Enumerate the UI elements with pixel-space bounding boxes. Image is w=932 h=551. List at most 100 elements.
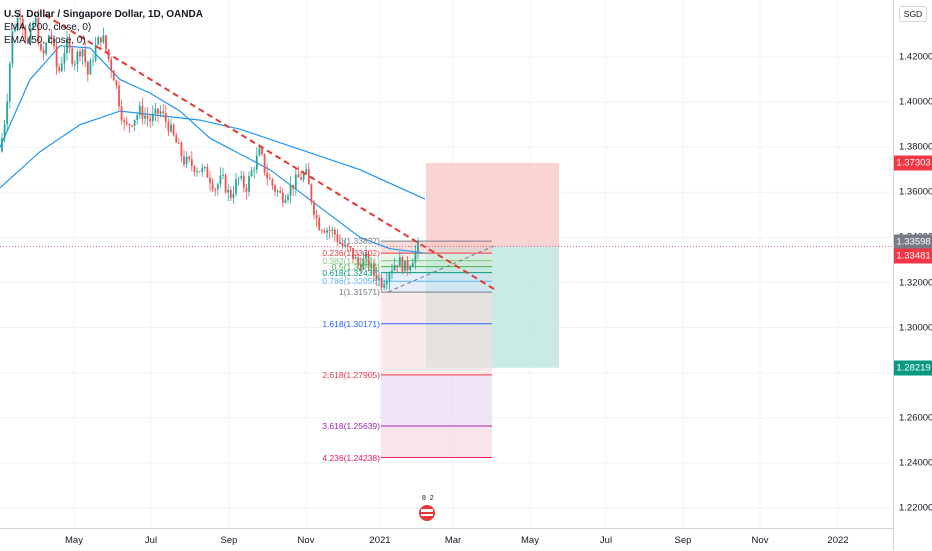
- candle-body: [94, 44, 97, 61]
- candle-body: [162, 111, 165, 114]
- fib-label: 0.382(1.32971): [322, 255, 380, 266]
- candle-body: [3, 124, 6, 139]
- candle-body: [1, 138, 3, 152]
- fib-label: 2.618(1.27905): [322, 369, 380, 380]
- fib-zone: [381, 281, 492, 293]
- candle-body: [99, 37, 102, 43]
- candle-body: [375, 274, 378, 281]
- time-scale[interactable]: May Jul Sep Nov 2021 Mar May Jul Sep Nov 2022: [0, 528, 893, 551]
- downtrend-line: [44, 14, 495, 290]
- candle-body: [86, 61, 89, 75]
- candle-body: [235, 179, 237, 194]
- price-tick-label: 1.38000: [899, 141, 932, 153]
- candle-body: [190, 159, 193, 167]
- price-chart[interactable]: [0, 0, 893, 528]
- candle-body: [206, 167, 209, 178]
- candle-body: [393, 265, 396, 271]
- candle-body: [294, 174, 297, 189]
- candle-body: [196, 171, 198, 173]
- candle-body: [6, 101, 9, 125]
- price-tick-label: 1.26000: [899, 412, 932, 424]
- candle-body: [339, 241, 341, 244]
- candle-body: [227, 189, 230, 193]
- candle-body: [349, 246, 352, 249]
- candle-body: [84, 49, 87, 62]
- candle-body: [118, 85, 120, 107]
- candle-body: [188, 156, 191, 160]
- candle-body: [180, 142, 183, 157]
- candle-body: [315, 214, 318, 219]
- ema200-legend[interactable]: EMA (200, close, 0): [4, 22, 92, 33]
- event-counts: 8 2: [422, 495, 434, 502]
- fib-zone: [381, 260, 492, 267]
- time-tick-label: 2022: [827, 535, 849, 546]
- price-tag: 1.33598: [894, 234, 932, 250]
- price-scale[interactable]: 1.420001.400001.380001.360001.340001.320…: [893, 0, 932, 550]
- candle-body: [21, 18, 24, 29]
- candle-body: [58, 67, 61, 71]
- candle-body: [346, 244, 349, 247]
- candle-body: [131, 125, 133, 127]
- candle-body: [8, 63, 11, 102]
- fib-label: 3.618(1.25639): [322, 420, 380, 431]
- candle-body: [40, 44, 42, 50]
- candle-body: [120, 106, 123, 121]
- candle-body: [385, 281, 388, 285]
- candle-body: [287, 195, 289, 200]
- fib-label: 0.786(1.32056): [322, 276, 380, 287]
- candle-body: [154, 108, 157, 114]
- candle-body: [66, 39, 68, 53]
- candle-body: [359, 264, 362, 270]
- candle-body: [11, 31, 14, 64]
- candle-body: [27, 38, 29, 44]
- fib-zone: [381, 374, 492, 426]
- candle-body: [219, 175, 222, 185]
- candle-body: [177, 142, 180, 144]
- candle-body: [112, 70, 115, 81]
- time-tick-label: Mar: [444, 535, 462, 546]
- candle-body: [365, 253, 367, 259]
- price-tick-label: 1.32000: [899, 277, 932, 288]
- currency-badge[interactable]: SGD: [899, 6, 927, 22]
- candle-body: [411, 262, 414, 268]
- events-flag-icon[interactable]: 8 2: [415, 495, 439, 522]
- candle-body: [300, 177, 302, 180]
- candle-body: [201, 167, 204, 172]
- candle-body: [255, 155, 258, 170]
- candle-body: [102, 35, 105, 43]
- candle-body: [73, 63, 76, 65]
- candle-body: [183, 156, 185, 165]
- fib-label: 0.236(1.33302): [322, 248, 380, 259]
- candle-body: [276, 190, 279, 192]
- fib-zone: [381, 292, 492, 324]
- candle-body: [297, 174, 300, 178]
- time-tick-label: Sep: [674, 535, 692, 546]
- fib-zone: [381, 253, 492, 261]
- candle-body: [352, 248, 354, 259]
- candle-body: [398, 256, 401, 266]
- chart-pane[interactable]: U.S. Dollar / Singapore Dollar, 1D, OAND…: [0, 0, 893, 528]
- candle-body: [138, 105, 141, 116]
- candle-body: [115, 80, 118, 86]
- fib-zone: [381, 425, 492, 458]
- candle-body: [266, 172, 269, 179]
- fib-label: 0(1.33837): [338, 236, 380, 247]
- candle-body: [32, 23, 35, 29]
- ema50-line: [0, 45, 426, 254]
- candle-body: [198, 171, 201, 173]
- candle-body: [380, 277, 383, 288]
- candle-body: [414, 251, 417, 263]
- support-trendline: [387, 245, 495, 293]
- candle-body: [328, 230, 331, 232]
- candle-body: [357, 257, 360, 265]
- ema50-legend[interactable]: EMA (50, close, 0): [4, 35, 86, 46]
- candle-body: [60, 63, 63, 71]
- candle-body: [250, 170, 253, 177]
- candle-body: [401, 256, 404, 272]
- symbol-title[interactable]: U.S. Dollar / Singapore Dollar, 1D, OAND…: [4, 9, 203, 20]
- price-tag: 1.33481: [894, 248, 932, 264]
- candle-body: [110, 59, 113, 71]
- candle-body: [211, 183, 214, 190]
- candle-body: [19, 17, 22, 19]
- price-tick-label: 1.22000: [899, 502, 932, 514]
